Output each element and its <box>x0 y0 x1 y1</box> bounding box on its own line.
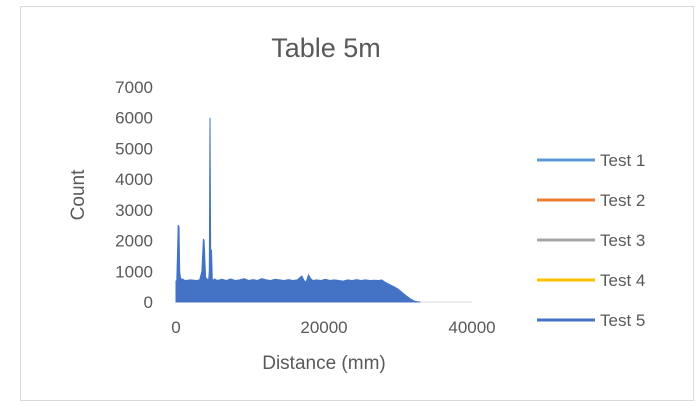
x-axis-title: Distance (mm) <box>262 353 386 374</box>
y-tick-label: 7000 <box>115 78 153 97</box>
x-tick-label: 40000 <box>448 318 495 337</box>
y-tick-label: 0 <box>144 293 153 312</box>
y-tick-label: 2000 <box>115 232 153 251</box>
legend: Test 1 Test 2 Test 3 Test 4 Test 5 <box>537 151 645 330</box>
y-tick-label: 4000 <box>115 170 153 189</box>
legend-label: Test 4 <box>600 271 645 290</box>
series-layer <box>175 117 421 303</box>
chart-frame: Table 5m 0 1000 2000 3000 4000 5000 6000 7000 0… <box>20 6 694 401</box>
x-tick-label: 20000 <box>300 318 347 337</box>
chart-title: Table 5m <box>271 33 381 63</box>
legend-label: Test 2 <box>600 191 645 210</box>
x-axis-ticks: 0 20000 40000 <box>171 318 495 337</box>
series-area-5 <box>175 117 421 303</box>
legend-label: Test 5 <box>600 311 645 330</box>
x-tick-label: 0 <box>171 318 180 337</box>
y-tick-label: 1000 <box>115 262 153 281</box>
y-tick-label: 3000 <box>115 201 153 220</box>
y-tick-label: 6000 <box>115 109 153 128</box>
y-axis-title: Count <box>68 169 89 220</box>
legend-label: Test 3 <box>600 231 645 250</box>
chart-area: Table 5m 0 1000 2000 3000 4000 5000 6000 7000 0… <box>68 33 645 374</box>
y-axis-ticks: 0 1000 2000 3000 4000 5000 6000 7000 <box>115 78 153 312</box>
y-tick-label: 5000 <box>115 139 153 158</box>
legend-label: Test 1 <box>600 151 645 170</box>
